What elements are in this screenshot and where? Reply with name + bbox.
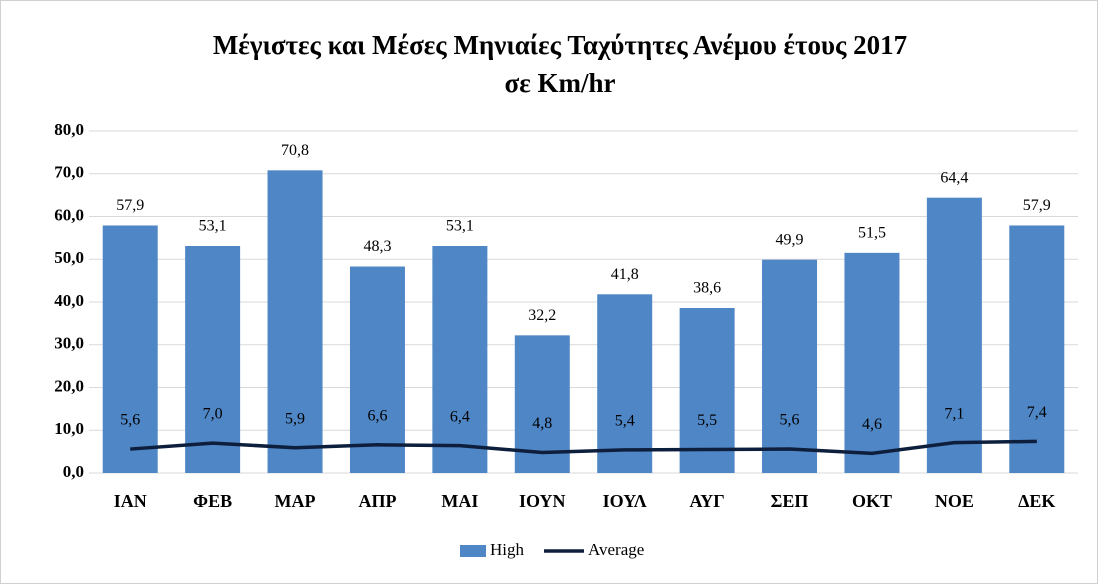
x-tick-label: ΦΕΒ <box>193 491 232 511</box>
data-label: 41,8 <box>611 266 639 283</box>
data-label: 6,6 <box>367 407 387 424</box>
data-label: 5,5 <box>697 412 717 429</box>
bar <box>432 245 488 473</box>
y-tick-label: 70,0 <box>54 163 84 182</box>
bar <box>597 294 653 473</box>
data-label: 32,2 <box>528 307 556 324</box>
y-tick-label: 80,0 <box>54 120 84 139</box>
bar <box>102 225 158 473</box>
line <box>130 439 1037 456</box>
data-label: 48,3 <box>363 238 391 255</box>
y-tick-label: 40,0 <box>54 291 84 310</box>
x-tick-label: ΙΟΥΛ <box>603 491 647 511</box>
data-label: 6,4 <box>450 408 470 425</box>
y-tick-label: 10,0 <box>54 419 84 438</box>
bar <box>926 197 982 473</box>
bar <box>267 170 323 473</box>
data-label: 7,1 <box>944 405 964 422</box>
x-tick-label: ΜΑΙ <box>441 491 478 511</box>
y-tick-label: 50,0 <box>54 248 84 267</box>
y-tick-label: 30,0 <box>54 334 84 353</box>
bar <box>762 259 818 473</box>
x-tick-label: ΟΚΤ <box>852 491 892 511</box>
x-tick-label: ΔΕΚ <box>1018 491 1055 511</box>
data-label: 38,6 <box>693 280 721 297</box>
bar <box>844 252 900 473</box>
chart-title: Μέγιστες και Μέσες Μηνιαίες Ταχύτητες Αν… <box>213 30 907 60</box>
data-label: 5,6 <box>780 412 800 429</box>
data-label: 4,6 <box>862 416 882 433</box>
data-label: 7,0 <box>203 406 223 423</box>
y-tick-label: 60,0 <box>54 205 84 224</box>
bar <box>349 266 405 473</box>
y-tick-label: 0,0 <box>63 462 84 481</box>
data-label: 57,9 <box>1023 197 1051 214</box>
x-tick-label: ΜΑΡ <box>275 491 316 511</box>
data-label: 7,4 <box>1027 404 1047 421</box>
chart-title: σε Km/hr <box>505 68 616 98</box>
data-label: 5,4 <box>615 413 635 430</box>
data-label: 70,8 <box>281 142 309 159</box>
data-label: 5,6 <box>120 412 140 429</box>
data-label: 49,9 <box>776 231 804 248</box>
data-label: 4,8 <box>532 415 552 432</box>
bar <box>1009 225 1065 473</box>
x-tick-label: ΙΟΥΝ <box>519 491 566 511</box>
data-label: 57,9 <box>116 197 144 214</box>
x-tick-label: ΙΑΝ <box>114 491 147 511</box>
data-label: 64,4 <box>940 169 968 186</box>
bar <box>679 307 735 473</box>
data-label: 53,1 <box>446 218 474 235</box>
legend-swatch <box>460 545 486 557</box>
y-tick-label: 20,0 <box>54 376 84 395</box>
data-label: 53,1 <box>199 218 227 235</box>
x-tick-label: ΑΥΓ <box>690 491 725 511</box>
data-label: 5,9 <box>285 410 305 427</box>
data-label: 51,5 <box>858 225 886 242</box>
legend-label: High <box>490 540 525 559</box>
x-tick-label: ΣΕΠ <box>771 491 809 511</box>
bar <box>185 245 241 473</box>
legend-label: Average <box>588 540 644 559</box>
x-tick-label: ΑΠΡ <box>358 491 396 511</box>
x-tick-label: ΝΟΕ <box>935 491 974 511</box>
